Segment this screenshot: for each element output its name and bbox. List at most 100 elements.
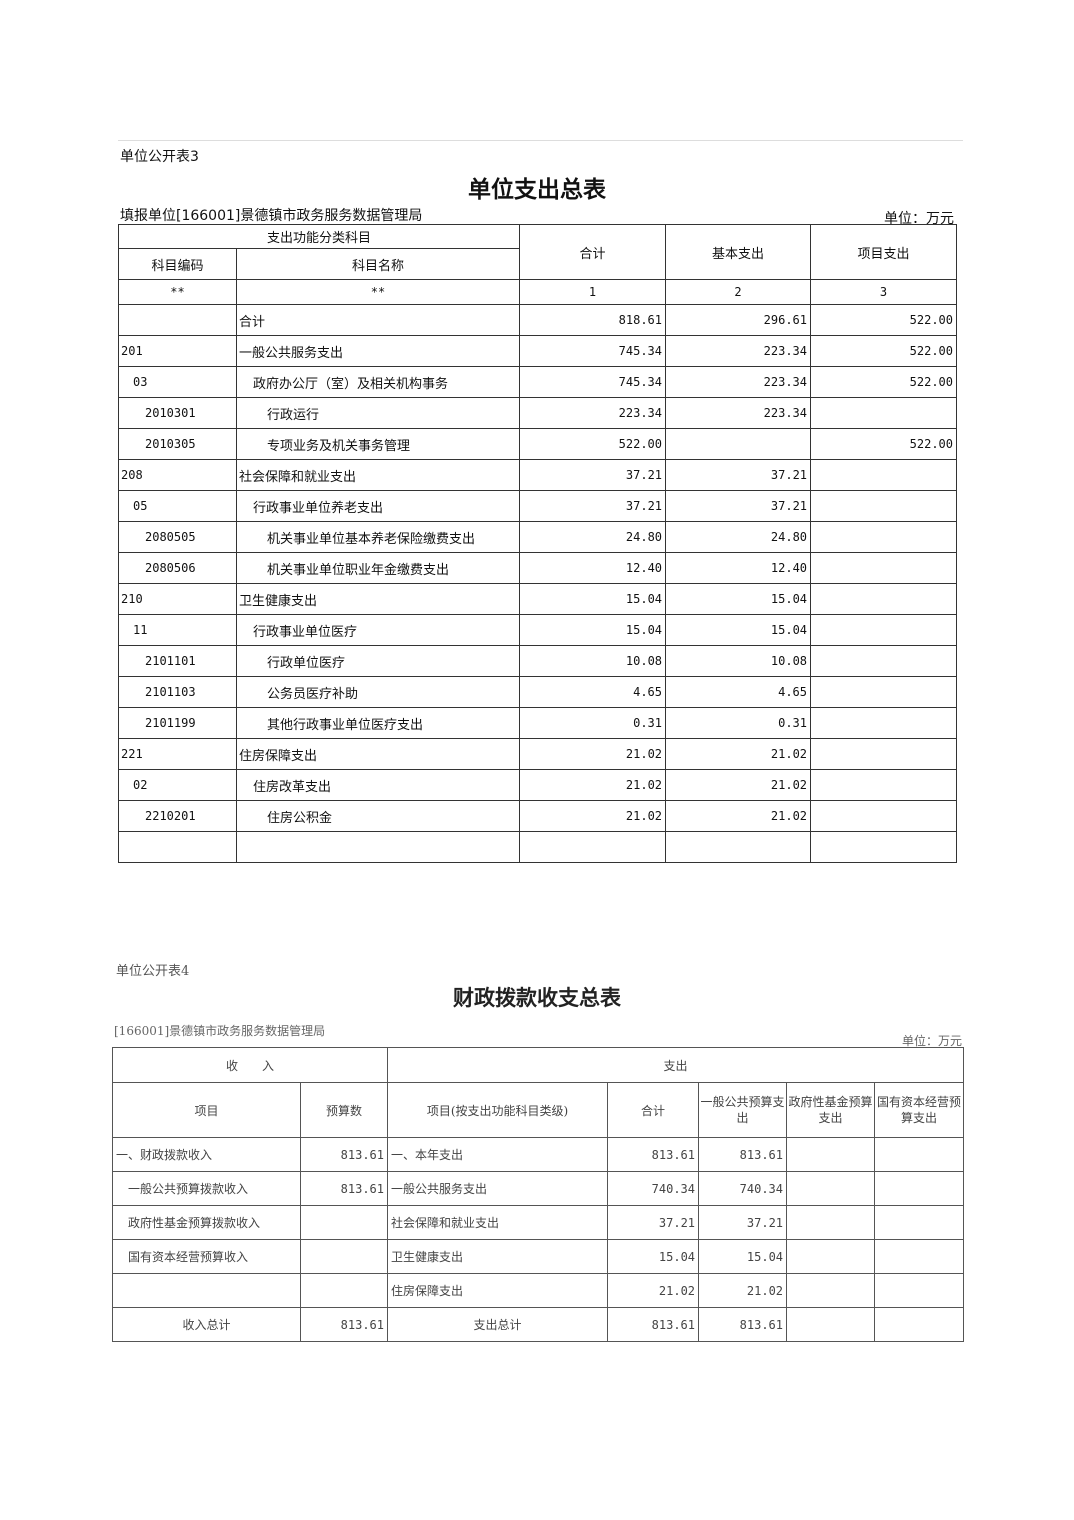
table-row: 201 一般公共服务支出 745.34 223.34 522.00	[118, 335, 958, 367]
general-cell: 813.61	[698, 1307, 788, 1342]
income-item-cell: 国有资本经营预算收入	[112, 1239, 301, 1274]
gov-fund-cell	[786, 1137, 876, 1172]
basic-cell: 15.04	[665, 583, 812, 615]
name-cell: 行政运行	[235, 397, 521, 429]
code-cell: 05	[118, 490, 237, 522]
expense-item-cell: 一、本年支出	[387, 1137, 609, 1172]
gov-fund-cell	[786, 1171, 876, 1206]
table-row: 208 社会保障和就业支出 37.21 37.21	[118, 459, 958, 491]
total-cell: 12.40	[519, 552, 667, 584]
gov-fund-cell	[786, 1273, 876, 1308]
total-cell: 813.61	[607, 1137, 700, 1172]
total-cell: 522.00	[519, 428, 667, 460]
code-cell: 2210201	[118, 800, 237, 832]
code-cell: 208	[118, 459, 237, 491]
table-row: 一般公共预算拨款收入 813.61 一般公共服务支出 740.34 740.34	[112, 1171, 965, 1206]
code-cell: 2010301	[118, 397, 237, 429]
table-row: 2101199 其他行政事业单位医疗支出 0.31 0.31	[118, 707, 958, 739]
project-cell	[810, 614, 958, 646]
expense-item-cell: 住房保障支出	[387, 1273, 609, 1308]
project-cell	[810, 490, 958, 522]
general-cell: 15.04	[698, 1239, 788, 1274]
budget-cell: 813.61	[299, 1137, 389, 1172]
basic-cell: 223.34	[665, 366, 812, 398]
table-row: 国有资本经营预算收入 卫生健康支出 15.04 15.04	[112, 1239, 965, 1274]
general-cell: 21.02	[698, 1273, 788, 1308]
table4-org: [166001]景德镇市政务服务数据管理局	[114, 1024, 326, 1038]
state-capital-cell	[874, 1205, 965, 1240]
gov-fund-cell	[786, 1205, 876, 1240]
header-total: 合计	[607, 1082, 700, 1138]
total-cell: 21.02	[607, 1273, 700, 1308]
name-cell: 住房改革支出	[235, 769, 521, 801]
table-row: 221 住房保障支出 21.02 21.02	[118, 738, 958, 770]
table-row: 11 行政事业单位医疗 15.04 15.04	[118, 614, 958, 646]
index-cell: **	[235, 279, 521, 305]
header-name: 科目名称	[235, 248, 521, 280]
income-item-cell: 政府性基金预算拨款收入	[112, 1205, 301, 1240]
code-cell	[118, 831, 237, 863]
table-row: 2010305 专项业务及机关事务管理 522.00 522.00	[118, 428, 958, 460]
table-row: 2101103 公务员医疗补助 4.65 4.65	[118, 676, 958, 708]
expense-item-cell: 卫生健康支出	[387, 1239, 609, 1274]
total-cell: 818.61	[519, 304, 667, 336]
index-cell: 3	[810, 279, 958, 305]
total-cell: 21.02	[519, 738, 667, 770]
total-cell: 37.21	[607, 1205, 700, 1240]
basic-cell: 12.40	[665, 552, 812, 584]
name-cell: 其他行政事业单位医疗支出	[235, 707, 521, 739]
table-row: 05 行政事业单位养老支出 37.21 37.21	[118, 490, 958, 522]
total-cell: 21.02	[519, 769, 667, 801]
header-item: 项目	[112, 1082, 301, 1138]
total-cell: 813.61	[607, 1307, 700, 1342]
code-cell: 210	[118, 583, 237, 615]
project-cell	[810, 831, 958, 863]
basic-cell: 4.65	[665, 676, 812, 708]
basic-cell: 10.08	[665, 645, 812, 677]
table-row: 一、财政拨款收入 813.61 一、本年支出 813.61 813.61	[112, 1137, 965, 1172]
header-budget: 预算数	[299, 1082, 389, 1138]
basic-cell: 223.34	[665, 397, 812, 429]
total-cell: 4.65	[519, 676, 667, 708]
header-expense: 支出	[387, 1047, 965, 1083]
code-cell: 2080506	[118, 552, 237, 584]
table4-title: 财政拨款收支总表	[453, 985, 621, 1010]
income-item-cell: 一般公共预算拨款收入	[112, 1171, 301, 1206]
total-cell	[519, 831, 667, 863]
divider	[118, 140, 963, 141]
basic-cell	[665, 428, 812, 460]
project-cell: 522.00	[810, 428, 958, 460]
budget-cell: 813.61	[299, 1307, 389, 1342]
table-row	[118, 831, 958, 863]
total-cell: 0.31	[519, 707, 667, 739]
name-cell: 行政事业单位养老支出	[235, 490, 521, 522]
header-gov-fund: 政府性基金预算支出	[786, 1082, 876, 1138]
project-cell	[810, 800, 958, 832]
table-row: 合计 818.61 296.61 522.00	[118, 304, 958, 336]
income-item-cell: 一、财政拨款收入	[112, 1137, 301, 1172]
name-cell: 机关事业单位职业年金缴费支出	[235, 552, 521, 584]
code-cell	[118, 304, 237, 336]
table3-label: 单位公开表3	[120, 149, 199, 165]
code-cell: 02	[118, 769, 237, 801]
basic-cell: 37.21	[665, 490, 812, 522]
basic-cell: 24.80	[665, 521, 812, 553]
basic-cell: 21.02	[665, 769, 812, 801]
budget-cell	[299, 1205, 389, 1240]
name-cell: 机关事业单位基本养老保险缴费支出	[235, 521, 521, 553]
income-item-cell: 收入总计	[112, 1307, 301, 1342]
project-cell: 522.00	[810, 366, 958, 398]
name-cell: 行政单位医疗	[235, 645, 521, 677]
state-capital-cell	[874, 1273, 965, 1308]
total-cell: 21.02	[519, 800, 667, 832]
code-cell: 2101199	[118, 707, 237, 739]
total-cell: 15.04	[607, 1239, 700, 1274]
header-basic: 基本支出	[665, 224, 812, 280]
project-cell	[810, 676, 958, 708]
table-row: 210 卫生健康支出 15.04 15.04	[118, 583, 958, 615]
name-cell: 合计	[235, 304, 521, 336]
table-row: 收入总计 813.61 支出总计 813.61 813.61	[112, 1307, 965, 1342]
expense-item-cell: 一般公共服务支出	[387, 1171, 609, 1206]
total-cell: 24.80	[519, 521, 667, 553]
